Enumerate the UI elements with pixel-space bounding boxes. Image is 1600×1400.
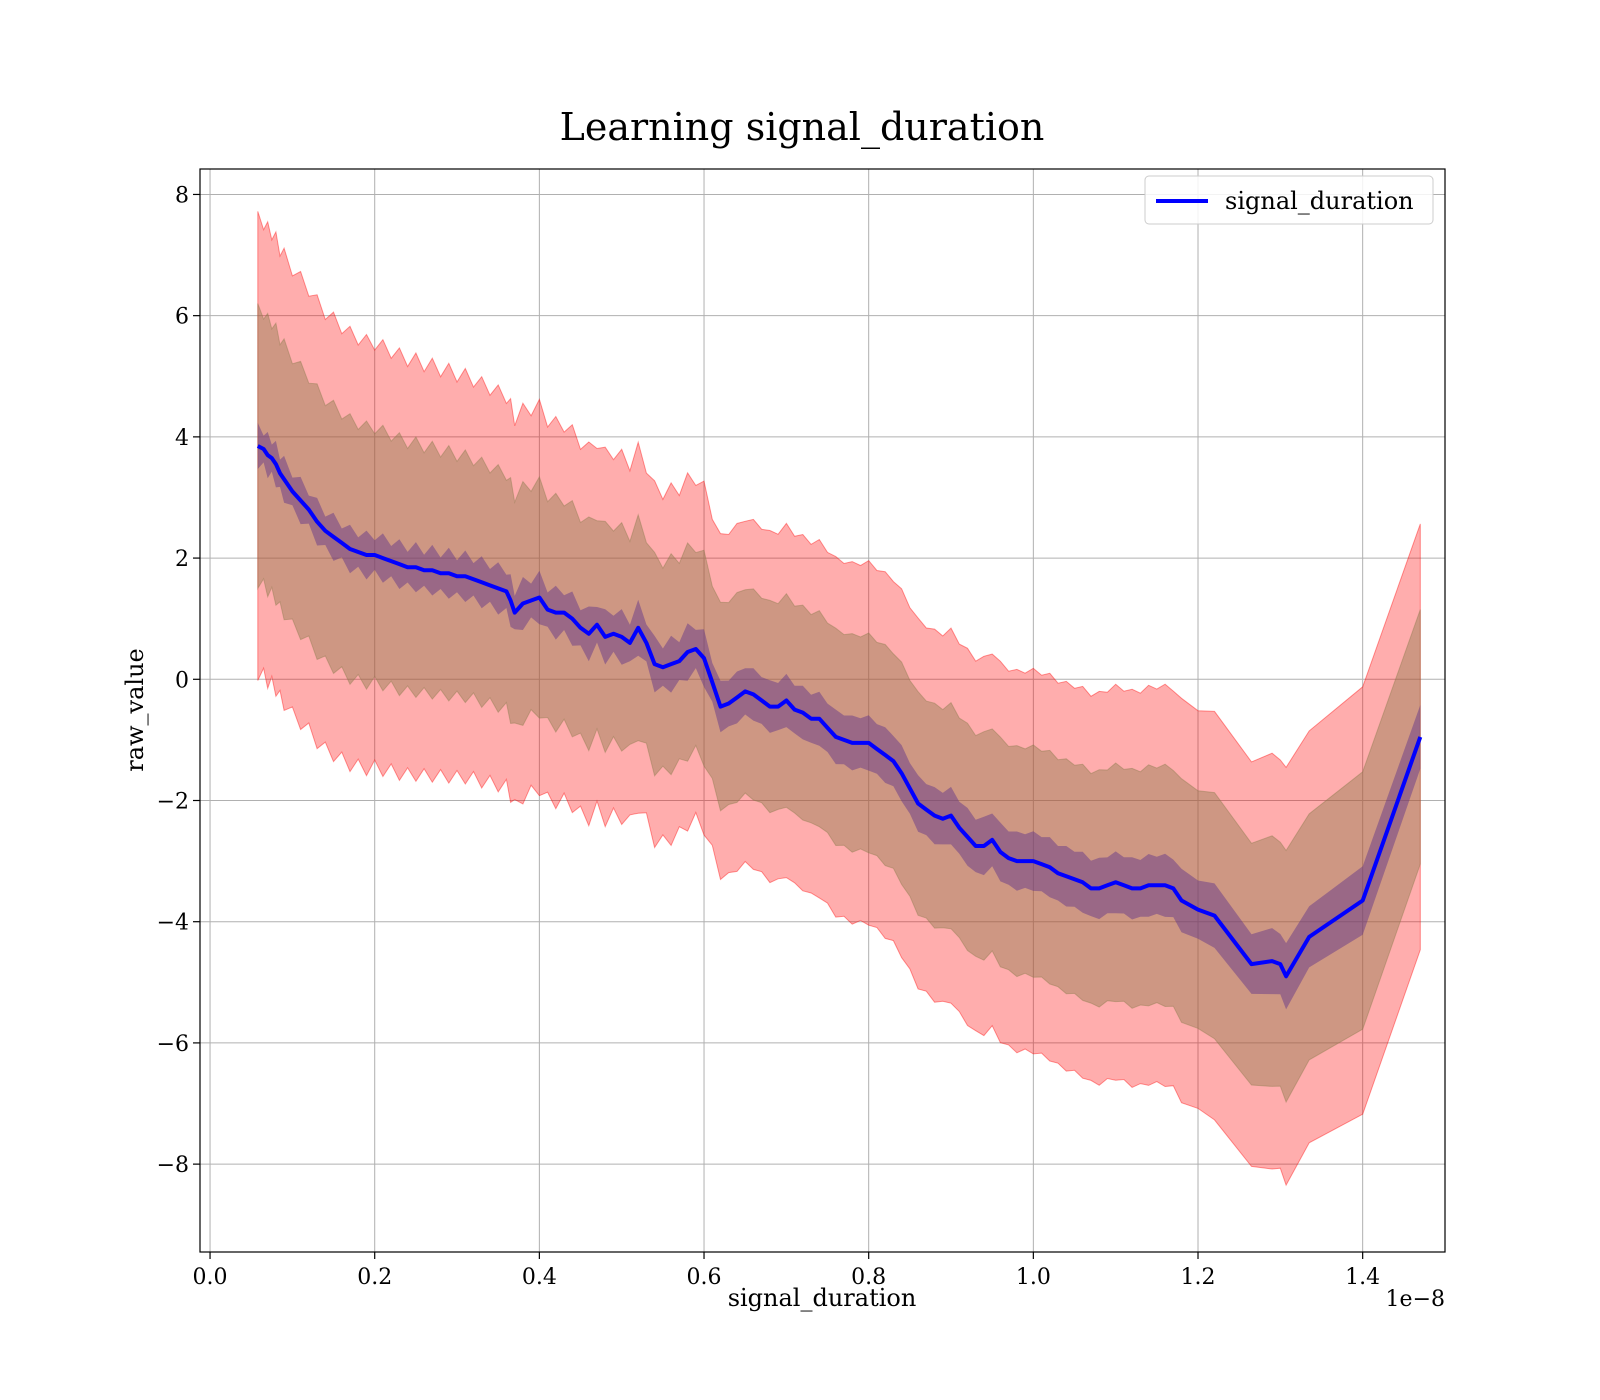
line-layer	[256, 444, 1423, 979]
legend: signal_duration	[1144, 175, 1434, 225]
y-axis-label: raw_value	[121, 648, 149, 772]
y-tick-label: 8	[175, 183, 189, 208]
x-tick-label: 0.4	[522, 1265, 557, 1290]
confidence-band	[257, 422, 1421, 1010]
chart-title: Learning signal_duration	[560, 105, 1045, 150]
y-tick-label: 2	[175, 547, 189, 572]
y-tick-label: 6	[175, 305, 189, 330]
y-tick-label: 4	[175, 426, 189, 451]
y-tick-label: −6	[157, 1032, 189, 1057]
inner-band	[257, 303, 1421, 1104]
x-tick-label: 0.2	[357, 1265, 392, 1290]
x-tick-label: 1.0	[1016, 1265, 1051, 1290]
x-tick-label: 0.0	[193, 1265, 228, 1290]
plot-frame	[199, 168, 1446, 1253]
x-tick-label: 0.8	[851, 1265, 886, 1290]
legend-box	[1144, 175, 1434, 225]
x-axis-label: signal_duration	[728, 1284, 917, 1312]
y-tick-label: −2	[157, 789, 189, 814]
y-axis-ticks: 8 6 4 2 0 −2 −4 −6 −8	[157, 183, 200, 1178]
x-tick-label: 1.2	[1181, 1265, 1216, 1290]
band-layer	[257, 211, 1421, 1187]
grid	[200, 169, 1445, 1252]
legend-label: signal_duration	[1225, 187, 1414, 215]
x-tick-label: 1.4	[1345, 1265, 1380, 1290]
y-tick-label: 0	[175, 668, 189, 693]
series-line-signal_duration	[256, 444, 1423, 979]
y-tick-label: −4	[157, 911, 189, 936]
x-axis-ticks: 0.0 0.2 0.4 0.6 0.8 1.0 1.2 1.4	[193, 1252, 1380, 1290]
x-axis-offset-label: 1e−8	[1386, 1287, 1445, 1312]
x-tick-label: 0.6	[687, 1265, 722, 1290]
y-tick-label: −8	[157, 1153, 189, 1178]
outer-band	[257, 211, 1421, 1187]
